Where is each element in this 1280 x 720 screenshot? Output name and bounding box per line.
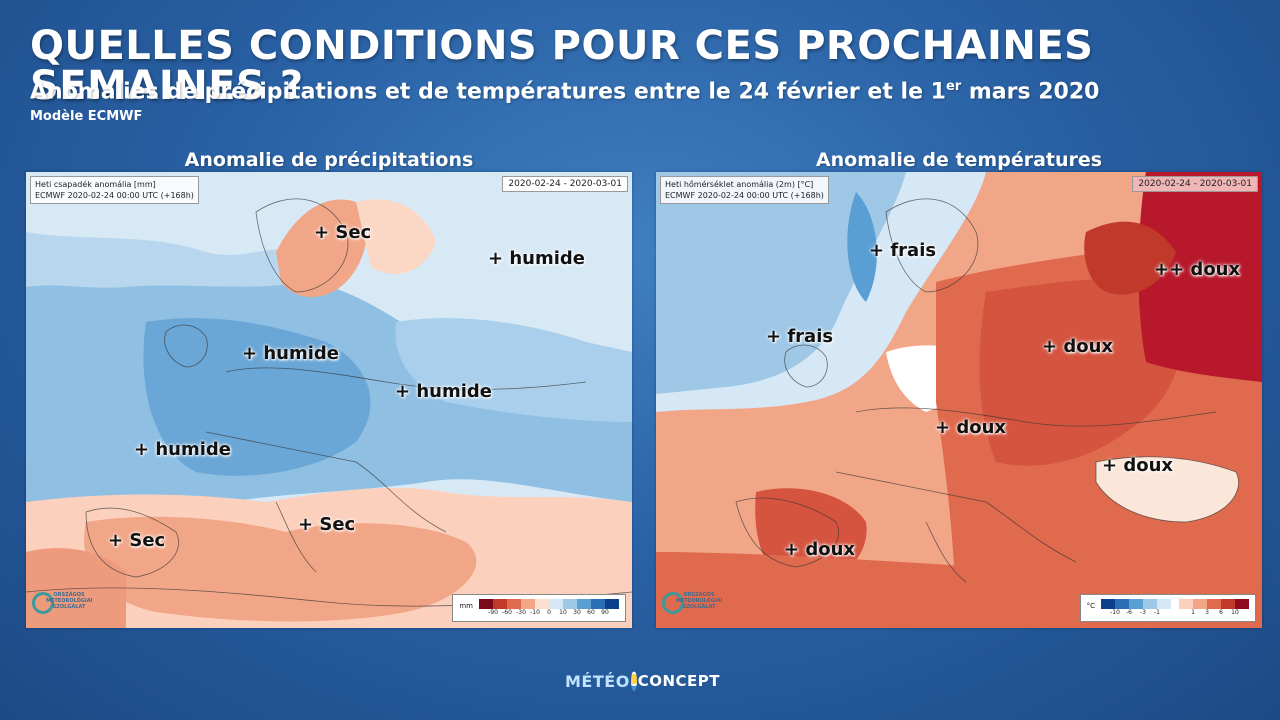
temp-info-box: Heti hőmérséklet anomália (2m) [°C] ECMW…: [660, 176, 829, 204]
logo-text-meteo: MÉTÉO: [565, 671, 630, 691]
map-label-france: + humide: [134, 439, 231, 460]
temp-legend-swatches: [1101, 599, 1249, 609]
page-title: QUELLES CONDITIONS POUR CES PROCHAINES S…: [30, 23, 1094, 109]
legend-swatch: [521, 599, 535, 609]
omsz-logo-icon: [32, 592, 54, 614]
map-label-russia: ++ doux: [1154, 259, 1241, 280]
legend-swatch: [1115, 599, 1129, 609]
map-label-iberia: + doux: [784, 539, 856, 560]
model-label: Modèle ECMWF: [30, 109, 143, 124]
omsz-logo-text: ORSZÁGOS METEOROLÓGIAI SZOLGÁLAT: [676, 592, 723, 610]
legend-tick-label: -6: [1126, 609, 1132, 616]
omsz-logo: ORSZÁGOS METEOROLÓGIAI SZOLGÁLAT: [32, 590, 93, 622]
omsz-logo: ORSZÁGOS METEOROLÓGIAI SZOLGÁLAT: [662, 590, 723, 622]
temp-map: [656, 172, 1262, 628]
temp-panel-title: Anomalie de températures: [815, 149, 1103, 171]
legend-swatch: [605, 599, 619, 609]
precip-map-panel: Heti csapadék anomália [mm] ECMWF 2020-0…: [26, 172, 632, 628]
map-label-russia: + humide: [488, 248, 585, 269]
legend-tick-label: -10: [1110, 609, 1120, 616]
sun-icon: [630, 671, 637, 691]
precip-legend-unit: mm: [459, 602, 473, 610]
precip-legend: mm -90 -60 -30 -10 0 10 30 60 90: [452, 594, 626, 622]
precip-info-line1: Heti csapadék anomália [mm]: [35, 180, 156, 189]
map-label-eastern-europe: + doux: [1042, 336, 1114, 357]
legend-tick-label: -90: [488, 609, 498, 616]
legend-tick-label: 10: [559, 609, 567, 616]
precip-info-line2: ECMWF 2020-02-24 00:00 UTC (+168h): [35, 191, 194, 200]
temp-legend-unit: °C: [1086, 602, 1095, 610]
legend-tick-label: 10: [1231, 609, 1239, 616]
legend-swatch: [591, 599, 605, 609]
temp-info-line2: ECMWF 2020-02-24 00:00 UTC (+168h): [665, 191, 824, 200]
legend-tick-label: -3: [1140, 609, 1146, 616]
legend-swatch: [535, 599, 549, 609]
legend-swatch: [493, 599, 507, 609]
legend-tick-label: 3: [1205, 609, 1209, 616]
map-label-central-europe: + humide: [242, 343, 339, 364]
map-label-iberia: + Sec: [108, 530, 166, 551]
map-label-scandinavia: + frais: [869, 240, 937, 261]
omsz-logo-icon: [662, 592, 684, 614]
subtitle-text-end: mars 2020: [961, 79, 1100, 105]
map-label-central-europe: + doux: [935, 417, 1007, 438]
subtitle-text: Anomalies de précipitations et de tempér…: [30, 79, 946, 105]
meteo-concept-logo: MÉTÉO CONCEPT: [565, 668, 720, 694]
legend-swatch: [549, 599, 563, 609]
legend-tick-label: 6: [1219, 609, 1223, 616]
map-label-eastern-europe: + humide: [395, 381, 492, 402]
legend-swatch: [1129, 599, 1143, 609]
precip-legend-swatches: [479, 599, 619, 609]
legend-swatch: [577, 599, 591, 609]
precip-legend-ticks: -90 -60 -30 -10 0 10 30 60 90: [479, 609, 619, 618]
map-label-uk: + frais: [766, 326, 834, 347]
legend-swatch: [1143, 599, 1157, 609]
map-label-italy: + Sec: [298, 514, 356, 535]
legend-tick-label: 90: [601, 609, 609, 616]
legend-tick-label: 1: [1191, 609, 1195, 616]
logo-text-concept: CONCEPT: [637, 672, 720, 690]
legend-swatch: [563, 599, 577, 609]
legend-swatch: [1221, 599, 1235, 609]
legend-swatch: [1193, 599, 1207, 609]
legend-tick-label: -1: [1154, 609, 1160, 616]
map-label-black-sea: + doux: [1102, 455, 1174, 476]
legend-swatch: [479, 599, 493, 609]
subtitle-superscript: er: [945, 79, 962, 94]
precip-panel-title: Anomalie de précipitations: [184, 149, 474, 171]
legend-tick-label: 30: [573, 609, 581, 616]
omsz-logo-text: ORSZÁGOS METEOROLÓGIAI SZOLGÁLAT: [46, 592, 93, 610]
temp-map-panel: Heti hőmérséklet anomália (2m) [°C] ECMW…: [656, 172, 1262, 628]
temp-legend: °C -10 -6 -3 -1 1 3 6 10: [1079, 594, 1256, 622]
precip-info-box: Heti csapadék anomália [mm] ECMWF 2020-0…: [30, 176, 199, 204]
legend-tick-label: -10: [530, 609, 540, 616]
legend-swatch: [1235, 599, 1249, 609]
legend-swatch: [1207, 599, 1221, 609]
map-label-scandinavia: + Sec: [314, 222, 372, 243]
precip-date-range: 2020-02-24 - 2020-03-01: [502, 176, 628, 192]
legend-swatch: [507, 599, 521, 609]
temp-info-line1: Heti hőmérséklet anomália (2m) [°C]: [665, 180, 814, 189]
temp-legend-ticks: -10 -6 -3 -1 1 3 6 10: [1101, 609, 1249, 618]
legend-tick-label: 60: [587, 609, 595, 616]
temp-date-range: 2020-02-24 - 2020-03-01: [1132, 176, 1258, 192]
legend-tick-label: -30: [516, 609, 526, 616]
legend-tick-label: -60: [502, 609, 512, 616]
legend-swatch: [1179, 599, 1193, 609]
page-subtitle: Anomalies de précipitations et de tempér…: [30, 80, 1099, 103]
legend-tick-label: 0: [547, 609, 551, 616]
legend-swatch: [1157, 599, 1171, 609]
legend-swatch: [1101, 599, 1115, 609]
